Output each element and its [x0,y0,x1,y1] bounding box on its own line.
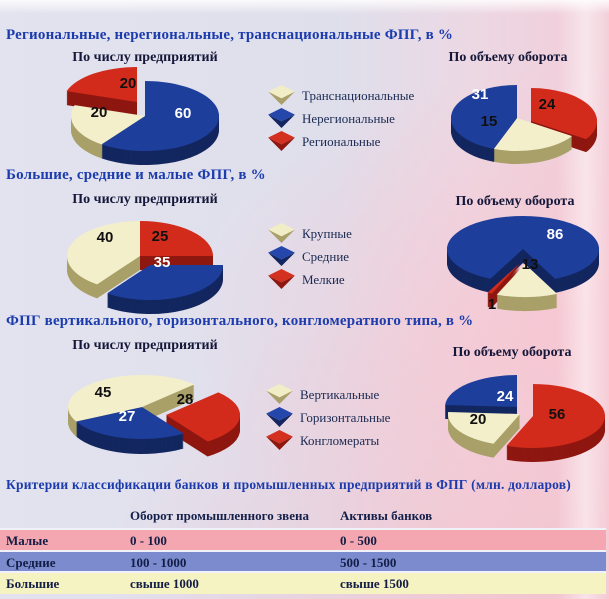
svg-text:31: 31 [472,86,489,103]
svg-text:86: 86 [547,226,564,243]
table-header-turnover: Оборот промышленного звена [130,508,309,523]
legend-item: Транснациональные [268,84,414,107]
svg-text:25: 25 [152,228,169,245]
legend-item: Региональные [268,130,414,153]
legend-label: Конгломераты [300,432,380,448]
svg-text:15: 15 [481,113,498,130]
svg-text:35: 35 [154,254,171,271]
section3-left-subtitle: По числу предприятий [72,338,218,353]
table-row: Большие свыше 1000 свыше 1500 [0,571,606,594]
legend-item: Крупные [268,222,352,245]
row-label: Средние [6,554,56,570]
section1-title: Региональные, нерегиональные, транснацио… [6,27,454,43]
row-label: Малые [6,533,49,548]
row-assets: 500 - 1500 [340,554,397,570]
svg-text:27: 27 [119,408,136,425]
table-header-assets: Активы банков [340,508,433,523]
section1-left-subtitle: По числу предприятий [72,50,218,65]
row-turnover: 100 - 1000 [130,554,187,570]
table-title: Критерии классификации банков и промышле… [6,477,571,492]
legend-label: Вертикальные [300,386,380,402]
svg-text:24: 24 [497,388,514,405]
table-row: Малые 0 - 100 0 - 500 [0,528,606,552]
section2-title: Большие, средние и малые ФПГ, в % [6,167,266,183]
legend-label: Региональные [302,133,381,149]
svg-text:20: 20 [120,75,137,92]
row-turnover: свыше 1000 [130,575,199,591]
legend-item: Конгломераты [266,429,390,452]
section3-legend: Вертикальные Горизонтальные Конгломераты [266,383,390,452]
section3-title: ФПГ вертикального, горизонтального, конг… [6,313,474,329]
legend-item: Нерегиональные [268,107,414,130]
legend-label: Мелкие [302,271,345,287]
svg-text:13: 13 [522,256,539,273]
svg-text:45: 45 [95,384,112,401]
legend-item: Горизонтальные [266,406,390,429]
cream-pie-slice-icon [268,85,295,106]
legend-item: Мелкие [268,268,352,291]
legend-item: Средние [268,245,352,268]
legend-label: Нерегиональные [302,110,395,126]
svg-text:24: 24 [539,96,556,113]
row-label: Большие [6,575,60,591]
legend-label: Крупные [302,225,352,241]
table-row: Средние 100 - 1000 500 - 1500 [0,550,606,573]
row-assets: свыше 1500 [340,575,409,591]
section1-legend: Транснациональные Нерегиональные Региона… [268,84,414,153]
section2-right-subtitle: По объему оборота [455,194,575,209]
legend-item: Вертикальные [266,383,390,406]
svg-text:28: 28 [177,391,194,408]
row-assets: 0 - 500 [340,533,377,548]
blue-pie-slice-icon [266,407,293,428]
red-pie-slice-icon [268,131,295,152]
svg-text:1: 1 [488,296,496,313]
cream-pie-slice-icon [268,223,295,244]
svg-text:40: 40 [97,229,114,246]
legend-label: Горизонтальные [300,409,391,425]
svg-text:20: 20 [470,411,487,428]
blue-pie-slice-icon [268,246,295,267]
svg-text:56: 56 [549,406,566,423]
section3-right-subtitle: По объему оборота [452,345,572,360]
cream-pie-slice-icon [266,384,293,405]
red-pie-slice-icon [266,430,293,451]
section2-left-subtitle: По числу предприятий [72,192,218,207]
legend-label: Транснациональные [302,87,415,103]
svg-text:20: 20 [91,104,108,121]
svg-text:60: 60 [175,105,192,122]
row-turnover: 0 - 100 [130,533,167,548]
section2-legend: Крупные Средние Мелкие [268,222,352,291]
legend-label: Средние [302,248,350,264]
red-pie-slice-icon [268,269,295,290]
section1-right-subtitle: По объему оборота [448,50,568,65]
blue-pie-slice-icon [268,108,295,129]
